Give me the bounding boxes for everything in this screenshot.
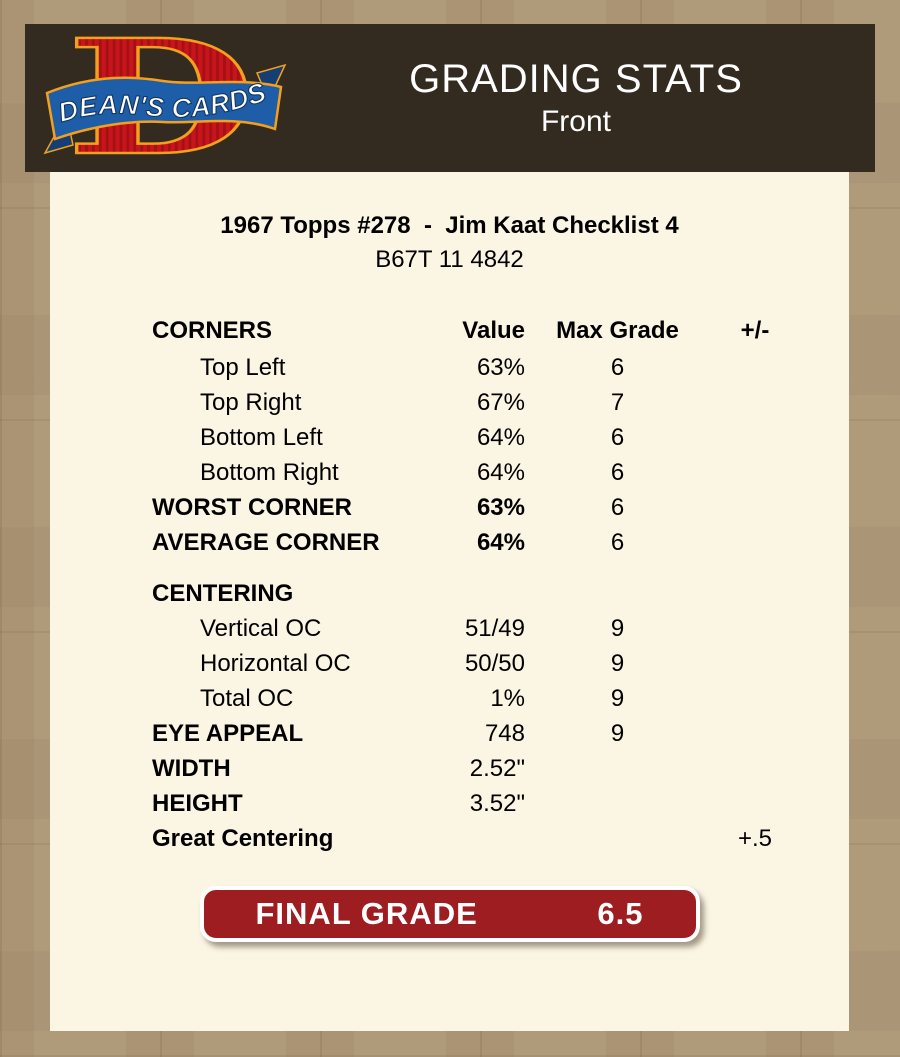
table-row: EYE APPEAL 748 9 xyxy=(152,716,849,751)
final-grade-label: FINAL GRADE xyxy=(255,896,478,931)
table-row: Total OC 1% 9 xyxy=(152,681,849,716)
header-titles: GRADING STATS Front xyxy=(301,56,875,140)
stats-table: CORNERS Value Max Grade +/- Top Left 63% 6… xyxy=(50,312,849,856)
table-row: Top Right 67% 7 xyxy=(152,385,849,420)
table-row: WORST CORNER 63% 6 xyxy=(152,490,849,525)
row-label: Bottom Right xyxy=(200,458,339,486)
row-label: WIDTH xyxy=(152,754,231,782)
row-max-grade: 9 xyxy=(610,719,625,747)
row-label: Top Right xyxy=(200,388,302,416)
row-value: 63% xyxy=(476,493,525,521)
row-max-grade: 6 xyxy=(610,493,625,521)
row-label: EYE APPEAL xyxy=(152,719,304,747)
card-title: 1967 Topps #278 - Jim Kaat Checklist 4 xyxy=(220,212,679,239)
row-max-grade: 6 xyxy=(610,353,625,381)
table-header-row: CORNERS Value Max Grade +/- xyxy=(152,312,849,350)
row-label: WORST CORNER xyxy=(152,493,352,521)
row-value: 51/49 xyxy=(464,614,525,642)
table-row: CENTERING xyxy=(152,576,849,611)
row-max-grade: 9 xyxy=(610,649,625,677)
row-value: 64% xyxy=(476,458,525,486)
final-grade-badge[interactable]: FINAL GRADE 6.5 xyxy=(199,886,700,942)
content-panel: 1967 Topps #278 - Jim Kaat Checklist 4 B… xyxy=(50,172,849,1031)
table-row: Top Left 63% 6 xyxy=(152,350,849,385)
table-row: Vertical OC 51/49 9 xyxy=(152,611,849,646)
table-row: AVERAGE CORNER 64% 6 xyxy=(152,525,849,560)
table-row: Bottom Right 64% 6 xyxy=(152,455,849,490)
row-label: Bottom Left xyxy=(200,423,323,451)
row-value: 50/50 xyxy=(464,649,525,677)
row-label: AVERAGE CORNER xyxy=(152,528,380,556)
row-label: CENTERING xyxy=(152,579,294,607)
table-row: Bottom Left 64% 6 xyxy=(152,420,849,455)
row-value: 63% xyxy=(476,353,525,381)
row-label: Top Left xyxy=(200,353,286,381)
row-label: Vertical OC xyxy=(200,614,322,642)
row-label: Great Centering xyxy=(152,824,334,852)
page-subtitle: Front xyxy=(540,105,612,138)
row-max-grade: 7 xyxy=(610,388,625,416)
card-serial-number: B67T 11 4842 xyxy=(375,246,524,273)
column-header-max-grade: Max Grade xyxy=(556,317,679,344)
row-max-grade: 9 xyxy=(610,614,625,642)
page-title: GRADING STATS xyxy=(409,57,743,101)
final-grade-value: 6.5 xyxy=(597,896,644,931)
row-max-grade: 6 xyxy=(610,528,625,556)
table-row: HEIGHT 3.52" xyxy=(152,786,849,821)
column-header-value: Value xyxy=(462,317,525,344)
row-value: 64% xyxy=(476,423,525,451)
deans-cards-logo-graphic: D DEAN'S CARDS xyxy=(43,27,287,169)
row-value: 3.52" xyxy=(469,789,525,817)
column-header-plus-minus: +/- xyxy=(740,317,770,344)
table-row: WIDTH 2.52" xyxy=(152,751,849,786)
column-header-corners: CORNERS xyxy=(152,317,273,344)
table-row: Horizontal OC 50/50 9 xyxy=(152,646,849,681)
row-label: Total OC xyxy=(200,684,294,712)
row-value: 1% xyxy=(490,684,525,712)
row-value: 748 xyxy=(484,719,525,747)
row-value: 2.52" xyxy=(469,754,525,782)
table-row: Great Centering +.5 xyxy=(152,821,849,856)
row-plus-minus: +.5 xyxy=(737,824,773,852)
row-max-grade: 6 xyxy=(610,423,625,451)
row-value: 67% xyxy=(476,388,525,416)
row-label: HEIGHT xyxy=(152,789,243,817)
row-max-grade: 6 xyxy=(610,458,625,486)
row-max-grade: 9 xyxy=(610,684,625,712)
header-bar: D DEAN'S CARDS GRADING STATS Front xyxy=(25,24,875,172)
row-value: 64% xyxy=(476,528,525,556)
deans-cards-logo[interactable]: D DEAN'S CARDS xyxy=(25,24,301,172)
row-label: Horizontal OC xyxy=(200,649,351,677)
